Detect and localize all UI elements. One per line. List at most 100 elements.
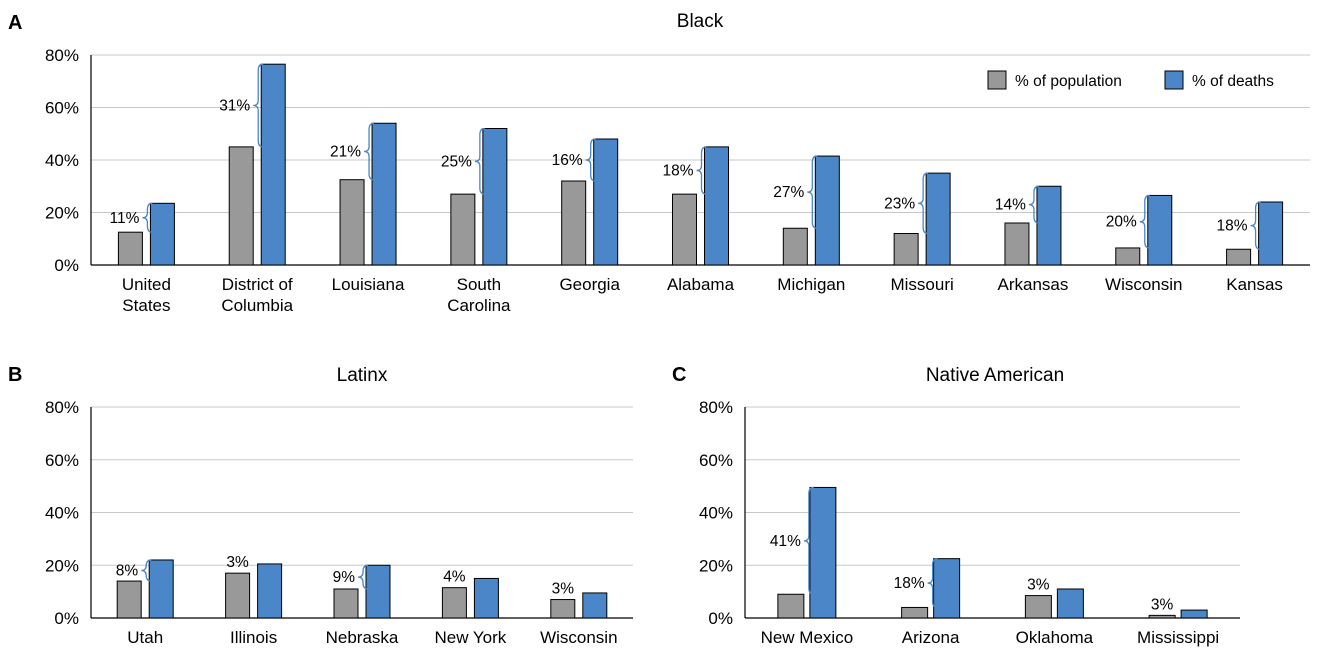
category-label: Nebraska	[326, 628, 399, 647]
difference-label: 31%	[219, 98, 250, 115]
bar-deaths	[149, 202, 175, 266]
bar-deaths	[582, 592, 608, 619]
difference-bracket	[696, 146, 707, 195]
category-label: States	[122, 296, 170, 315]
bar-population	[225, 572, 251, 619]
bar-deaths	[933, 558, 961, 619]
chart-title: Black	[677, 11, 724, 32]
y-tick-label: 40%	[699, 504, 733, 523]
bar-population	[782, 227, 808, 266]
category-label: Arizona	[902, 628, 960, 647]
bar-deaths	[814, 155, 840, 266]
difference-label: 11%	[110, 210, 140, 227]
bar-population	[333, 588, 359, 619]
difference-label: 4%	[443, 569, 466, 586]
panel-letter: B	[8, 364, 22, 386]
difference-bracket	[357, 564, 369, 590]
bar-population	[672, 193, 697, 266]
y-tick-label: 40%	[45, 504, 79, 523]
legend-label-population: % of population	[1015, 73, 1122, 90]
chart-title: Native American	[926, 365, 1064, 386]
category-label: Mississippi	[1137, 628, 1219, 647]
bar-population	[1004, 222, 1030, 266]
panel-letter: C	[672, 364, 686, 386]
y-tick-label: 0%	[54, 256, 79, 275]
bar-population	[561, 180, 587, 266]
difference-label: 18%	[662, 163, 693, 180]
bar-deaths	[260, 63, 286, 266]
bar-deaths	[1258, 201, 1284, 266]
category-label: New Mexico	[761, 628, 854, 647]
bar-population	[450, 193, 476, 266]
bar-deaths	[809, 486, 837, 619]
difference-bracket	[474, 127, 485, 195]
y-tick-label: 20%	[45, 556, 79, 575]
category-label: Kansas	[1226, 275, 1283, 294]
difference-label: 9%	[333, 569, 356, 586]
y-tick-label: 60%	[45, 451, 79, 470]
category-label: Wisconsin	[1105, 275, 1182, 294]
category-label: Georgia	[559, 275, 620, 294]
bar-population	[1024, 595, 1052, 619]
bar-deaths	[1180, 609, 1208, 619]
bar-deaths	[704, 146, 729, 266]
y-tick-label: 80%	[699, 398, 733, 417]
category-label: New York	[434, 628, 506, 647]
legend: % of population % of deaths	[987, 70, 1274, 90]
bar-population	[339, 179, 365, 266]
bar-deaths	[1036, 185, 1062, 266]
panel-letter: A	[8, 12, 22, 34]
legend-swatch-population	[987, 70, 1007, 90]
category-label: District of	[222, 275, 293, 294]
difference-label: 18%	[894, 575, 925, 592]
bar-deaths	[1147, 194, 1173, 266]
bar-population	[1148, 614, 1176, 619]
bar-population	[228, 146, 254, 266]
difference-bracket	[927, 558, 938, 609]
difference-bracket	[141, 559, 152, 582]
bar-deaths	[925, 172, 951, 266]
difference-label: 14%	[995, 197, 1026, 214]
category-label: Arkansas	[998, 275, 1069, 294]
legend-label-deaths: % of deaths	[1192, 73, 1274, 90]
bar-deaths	[593, 138, 619, 266]
bar-deaths	[148, 559, 174, 619]
legend-swatch-deaths	[1164, 70, 1184, 90]
difference-label: 3%	[226, 554, 249, 571]
category-label: Louisiana	[332, 275, 405, 294]
category-label: Illinois	[230, 628, 277, 647]
bar-deaths	[1056, 588, 1084, 619]
bar-deaths	[365, 564, 391, 619]
difference-label: 18%	[1217, 218, 1248, 235]
difference-label: 3%	[1027, 577, 1050, 594]
category-label: South	[457, 275, 501, 294]
difference-label: 25%	[441, 153, 472, 170]
bar-population	[777, 593, 805, 619]
difference-bracket	[803, 486, 814, 595]
category-label: Oklahoma	[1016, 628, 1094, 647]
category-label: Utah	[127, 628, 163, 647]
category-label: United	[122, 275, 171, 294]
category-label: Missouri	[890, 275, 953, 294]
y-tick-label: 80%	[45, 398, 79, 417]
chart-panel-b: B Latinx 0% 20% 40% 60% 80% Utah 8% Illinois 3% Neb…	[8, 364, 633, 647]
bar-population	[116, 580, 142, 619]
bar-deaths	[257, 563, 283, 619]
difference-label: 23%	[884, 195, 915, 212]
difference-bracket	[585, 138, 596, 182]
category-label: Alabama	[667, 275, 735, 294]
chart-panel-c: C Native American 0% 20% 40% 60% 80% New Mexico…	[672, 364, 1240, 647]
difference-label: 3%	[552, 581, 575, 598]
bar-population	[117, 231, 143, 266]
y-tick-label: 60%	[45, 99, 79, 118]
bar-population	[1226, 248, 1252, 266]
chart-panel-a: A Black 0% 20% 40% 60% 80% United States 11% Distr…	[8, 11, 1310, 315]
bar-population	[550, 599, 576, 619]
bar-population	[893, 233, 919, 266]
y-tick-label: 60%	[699, 451, 733, 470]
y-tick-label: 20%	[45, 204, 79, 223]
bar-deaths	[482, 128, 508, 266]
category-label: Carolina	[447, 296, 511, 315]
category-label: Columbia	[221, 296, 293, 315]
